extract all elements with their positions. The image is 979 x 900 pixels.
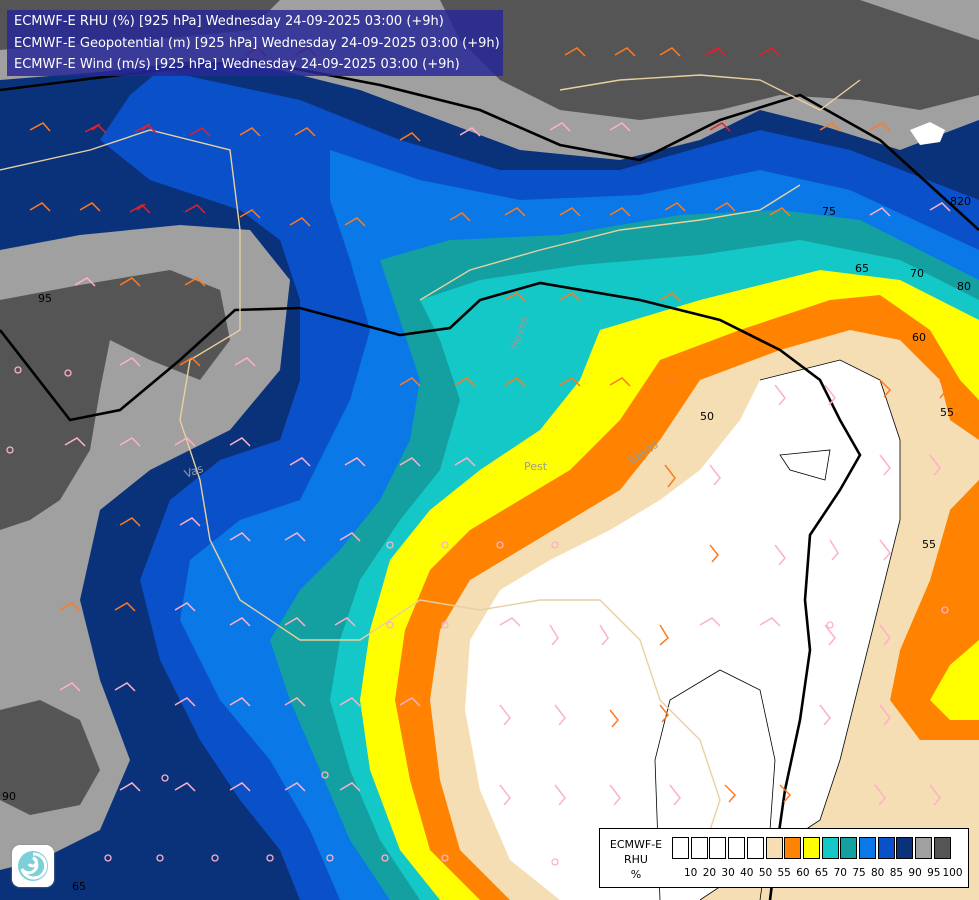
legend-title-line-1: ECMWF-E — [609, 838, 663, 851]
contour-label-80: 80 — [957, 280, 971, 293]
legend-tick-label: 90 — [908, 867, 922, 879]
rhu-white-spot — [910, 122, 945, 145]
legend-swatch — [802, 837, 820, 859]
geopotential-label-820: 820 — [950, 195, 971, 208]
legend-swatch — [840, 837, 858, 859]
rhu-band-95-left — [0, 270, 230, 530]
swirl-icon — [18, 851, 48, 881]
contour-label-90: 90 — [2, 790, 16, 803]
place-label-vas: Vas — [183, 462, 206, 481]
title-line-wind: ECMWF-E Wind (m/s) [925 hPa] Wednesday 2… — [14, 57, 460, 72]
legend-swatch — [877, 837, 895, 859]
contour-label-95: 95 — [38, 292, 52, 305]
rhu-pocket-right-yellow — [930, 640, 979, 720]
rhu-wheat-right — [830, 440, 950, 800]
place-label-pest: Pest — [524, 460, 548, 473]
legend-tick-label: 10 — [684, 867, 698, 879]
legend-tick-label: 85 — [889, 867, 904, 879]
title-line-rhu: ECMWF-E RHU (%) [925 hPa] Wednesday 24-0… — [14, 14, 444, 29]
legend-tick-label: 75 — [852, 867, 866, 879]
legend-title-line-3: % — [630, 868, 642, 881]
legend-swatch — [728, 837, 746, 859]
legend-title: ECMWF-E RHU % — [604, 837, 668, 882]
legend-swatch — [709, 837, 727, 859]
legend-tick-label: 70 — [833, 867, 847, 879]
ecmwf-logo — [12, 845, 54, 887]
legend-swatch — [746, 837, 764, 859]
contour-label-60: 60 — [912, 331, 926, 344]
legend-tick-label: 20 — [702, 867, 717, 879]
legend-tick-label: 65 — [814, 867, 829, 879]
legend-tick-label: 100 — [942, 867, 963, 879]
legend-swatch — [933, 837, 951, 859]
legend-swatch — [784, 837, 802, 859]
contour-label-65-bottom: 65 — [72, 880, 86, 893]
contour-label-50: 50 — [700, 410, 714, 423]
forecast-title-box: ECMWF-E RHU (%) [925 hPa] Wednesday 24-0… — [7, 10, 503, 76]
title-line-geopotential: ECMWF-E Geopotential (m) [925 hPa] Wedne… — [14, 35, 500, 51]
legend-tick-label: 60 — [796, 867, 810, 879]
contour-label-55: 55 — [940, 406, 954, 419]
legend-swatch — [672, 837, 689, 859]
legend-tick-label: 40 — [740, 867, 754, 879]
legend-tick-label: 80 — [871, 867, 885, 879]
legend-tick-label: 50 — [758, 867, 773, 879]
legend-swatch — [859, 837, 876, 859]
legend-swatch — [690, 837, 708, 859]
contour-label-55-right: 55 — [922, 538, 936, 551]
wind-barbs — [6, 46, 951, 869]
legend-tick-label: 30 — [721, 867, 735, 879]
legend-swatch — [915, 837, 933, 859]
legend-swatch — [765, 837, 783, 859]
color-legend: ECMWF-E RHU % 10 20 30 40 50 55 60 65 70 75 80 85 90… — [599, 828, 969, 888]
contour-label-70: 70 — [910, 267, 924, 280]
legend-swatch — [821, 837, 839, 859]
legend-title-line-2: RHU — [624, 853, 648, 866]
rhu-band-95-left2 — [0, 700, 100, 815]
border-lines — [0, 74, 861, 861]
legend-tick-label: 95 — [927, 867, 941, 879]
contour-label-65: 65 — [855, 262, 869, 275]
legend-swatch — [896, 837, 914, 859]
legend-tick-label: 55 — [777, 867, 791, 879]
contour-label-75: 75 — [822, 205, 836, 218]
rhu-band-95-top — [440, 0, 979, 120]
